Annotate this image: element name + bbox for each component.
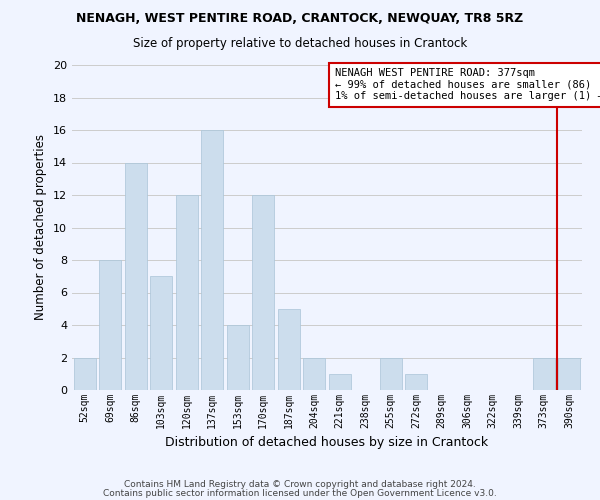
Bar [329, 374, 350, 390]
Bar [406, 374, 427, 390]
Text: Contains HM Land Registry data © Crown copyright and database right 2024.: Contains HM Land Registry data © Crown c… [124, 480, 476, 489]
Y-axis label: Number of detached properties: Number of detached properties [34, 134, 47, 320]
Text: NENAGH, WEST PENTIRE ROAD, CRANTOCK, NEWQUAY, TR8 5RZ: NENAGH, WEST PENTIRE ROAD, CRANTOCK, NEW… [76, 12, 524, 26]
Bar [380, 358, 401, 390]
X-axis label: Distribution of detached houses by size in Crantock: Distribution of detached houses by size … [166, 436, 488, 450]
Bar [151, 276, 172, 390]
Text: Size of property relative to detached houses in Crantock: Size of property relative to detached ho… [133, 38, 467, 51]
Bar [304, 358, 325, 390]
Bar [253, 195, 274, 390]
Bar [227, 325, 248, 390]
Bar [559, 358, 580, 390]
Bar [202, 130, 223, 390]
Bar [74, 358, 95, 390]
Bar [125, 162, 146, 390]
Text: NENAGH WEST PENTIRE ROAD: 377sqm
← 99% of detached houses are smaller (86)
1% of: NENAGH WEST PENTIRE ROAD: 377sqm ← 99% o… [335, 68, 600, 102]
Bar [100, 260, 121, 390]
Text: Contains public sector information licensed under the Open Government Licence v3: Contains public sector information licen… [103, 488, 497, 498]
Bar [278, 308, 299, 390]
Bar [176, 195, 197, 390]
Bar [533, 358, 554, 390]
